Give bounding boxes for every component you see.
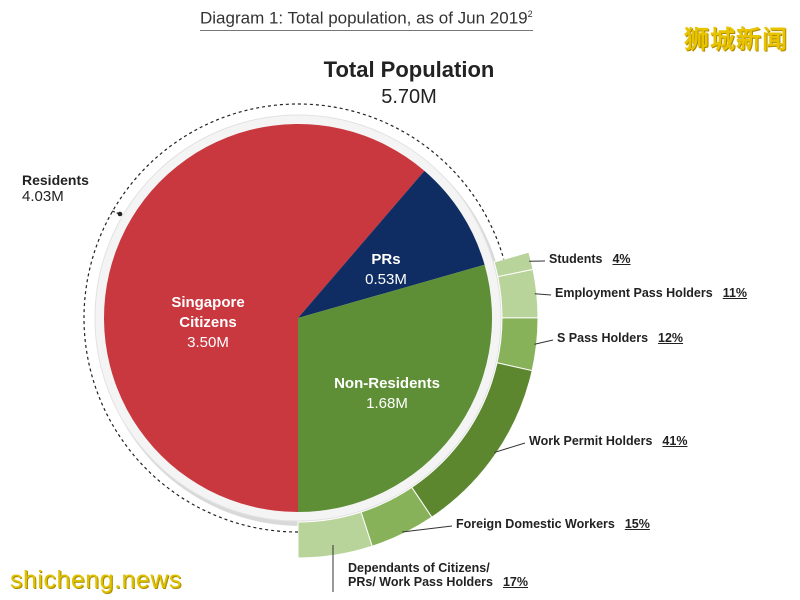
residents-leader-dot	[117, 211, 123, 217]
ring-label-employment-pass-holders: Employment Pass Holders 11%	[555, 286, 747, 300]
ring-label-students: Students 4%	[549, 252, 631, 266]
ring-label-percent: 4%	[612, 252, 631, 266]
citizens-value: 3.50M	[187, 334, 229, 351]
ring-segment-s-pass-holders	[496, 317, 539, 372]
ring-label-name: Employment Pass Holders	[555, 286, 713, 300]
total-value: 5.70M	[381, 86, 437, 108]
ring-label-name: Work Permit Holders	[529, 434, 653, 448]
prs-value: 0.53M	[365, 271, 407, 288]
ring-leader	[402, 525, 453, 533]
prs-label: PRs	[371, 251, 400, 268]
citizens-label-2: Citizens	[179, 314, 237, 331]
ring-leader	[534, 339, 554, 345]
citizens-label: Singapore	[171, 294, 244, 311]
ring-label-percent: 11%	[722, 286, 748, 300]
slice-singapore-citizens	[104, 123, 425, 512]
diagram-caption: Diagram 1: Total population, as of Jun 2…	[200, 4, 533, 31]
residents-value: 4.03M	[22, 188, 64, 205]
ring-label-name: Students	[549, 252, 603, 266]
ring-label-s-pass-holders: S Pass Holders 12%	[557, 331, 683, 345]
brand-watermark: 狮城新闻	[683, 25, 788, 54]
slice-non-residents	[298, 264, 493, 512]
residents-dashed-outline	[83, 103, 505, 533]
slice-prs	[298, 170, 485, 318]
ring-label-foreign-domestic-workers: Foreign Domestic Workers 15%	[456, 517, 650, 531]
residents-label: Residents 4.03M	[22, 172, 89, 205]
ring-label-percent: 41%	[662, 434, 688, 448]
ring-label-name: S Pass Holders	[557, 331, 649, 345]
ring-segment-dependants-of-citizens-prs-work-pass-holders	[297, 511, 373, 559]
ring-label-line: PRs/ Work Pass Holders 17%	[348, 575, 528, 589]
ring-label-work-permit-holders: Work Permit Holders 41%	[529, 434, 687, 448]
site-watermark: shicheng.news	[10, 566, 182, 594]
ring-label-dependants-of-citizens-prs-work-pass-holders: Dependants of Citizens/PRs/ Work Pass Ho…	[348, 561, 528, 589]
ring-leader	[494, 442, 526, 453]
chart-title: Total Population	[323, 57, 495, 82]
non-residents-value: 1.68M	[366, 395, 408, 412]
ring-label-percent: 15%	[624, 517, 650, 531]
ring-label-percent: 17%	[502, 575, 528, 589]
non-residents-label: Non-Residents	[334, 375, 440, 392]
ring-leader	[534, 293, 552, 296]
ring-label-name: Foreign Domestic Workers	[456, 517, 615, 531]
residents-name: Residents	[22, 172, 89, 188]
ring-segment-employment-pass-holders	[497, 268, 539, 319]
ring-label-percent: 12%	[658, 331, 684, 345]
ring-label-line: Dependants of Citizens/	[348, 561, 490, 575]
